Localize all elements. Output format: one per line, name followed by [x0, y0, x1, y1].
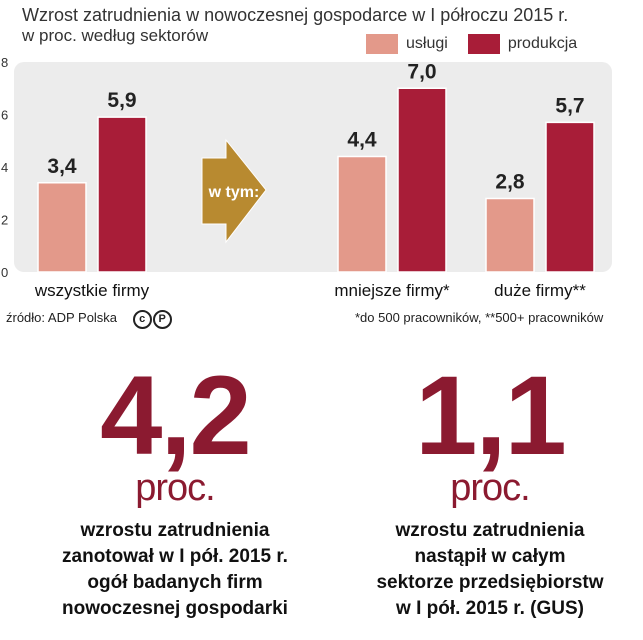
- legend-swatch-uslugi: [366, 34, 398, 54]
- stat-2-value: 1,1: [415, 353, 567, 478]
- stat-1-value: 4,2: [100, 353, 252, 478]
- bar-value-label: 4,4: [347, 129, 377, 152]
- bar-produkcja: [397, 87, 447, 273]
- stat-2-unit: proc.: [450, 467, 530, 509]
- bar-value-label: 2,8: [495, 171, 525, 194]
- bar-uslugi: [485, 197, 535, 273]
- bar-value-label: 3,4: [47, 155, 77, 178]
- bar-produkcja: [545, 121, 595, 273]
- y-tick-label: 6: [1, 108, 8, 123]
- stat-1-line: nowoczesnej gospodarki: [62, 598, 288, 619]
- stat-1-description: wzrostu zatrudnienia zanotował w I pół. …: [30, 518, 320, 622]
- legend-item-produkcja: produkcja: [467, 34, 578, 54]
- stat-2-line: wzrostu zatrudnienia: [395, 520, 585, 541]
- y-tick-label: 4: [1, 160, 8, 175]
- category-label: mniejsze firmy*: [334, 281, 450, 300]
- chart-title: Wzrost zatrudnienia w nowoczesnej gospod…: [22, 5, 569, 25]
- y-tick-label: 0: [1, 265, 8, 280]
- stat-block-1: 4,2 proc. wzrostu zatrudnienia zanotował…: [30, 360, 320, 622]
- bar-chart: 0 2 4 6 8 3,4 5,9 wszystkie firmy 4,4 7,0 mniejsze…: [1, 55, 612, 300]
- legend-item-uslugi: usługi: [366, 34, 448, 54]
- bar-value-label: 5,9: [107, 89, 136, 112]
- arrow-icon: [201, 138, 267, 244]
- footnote: *do 500 pracowników, **500+ pracowników: [355, 310, 604, 325]
- stat-1-line: ogół badanych firm: [87, 572, 263, 593]
- legend-swatch-produkcja: [467, 34, 500, 54]
- stat-1-line: zanotował w I pół. 2015 r.: [62, 546, 288, 567]
- arrow-label: w tym:: [208, 184, 260, 201]
- stat-1-line: wzrostu zatrudnienia: [80, 520, 270, 541]
- chart-subtitle: w proc. według sektorów: [22, 26, 209, 45]
- y-tick-label: 8: [1, 55, 8, 70]
- y-tick-label: 2: [1, 213, 8, 228]
- bar-value-label: 7,0: [407, 60, 436, 83]
- bar-value-label: 5,7: [555, 94, 584, 117]
- stat-2-line: nastąpił w całym: [414, 546, 566, 567]
- bar-uslugi: [337, 155, 387, 273]
- stat-block-2: 1,1 proc. wzrostu zatrudnienia nastąpił …: [345, 360, 635, 622]
- bar-uslugi: [37, 182, 87, 273]
- legend-label-uslugi: usługi: [406, 35, 448, 52]
- plot-background: [14, 62, 612, 272]
- source-text: źródło: ADP Polska: [6, 310, 118, 325]
- legend-label-produkcja: produkcja: [507, 35, 578, 52]
- stat-1-unit: proc.: [135, 467, 215, 509]
- bar-produkcja: [97, 116, 147, 273]
- stat-2-line: w I pół. 2015 r. (GUS): [396, 598, 584, 619]
- stat-2-line: sektorze przedsiębiorstw: [376, 572, 604, 593]
- stat-2-description: wzrostu zatrudnienia nastąpił w całym se…: [345, 518, 635, 622]
- category-label: duże firmy**: [494, 281, 586, 300]
- chart-legend: usługi produkcja: [366, 34, 597, 54]
- category-label: wszystkie firmy: [34, 281, 150, 300]
